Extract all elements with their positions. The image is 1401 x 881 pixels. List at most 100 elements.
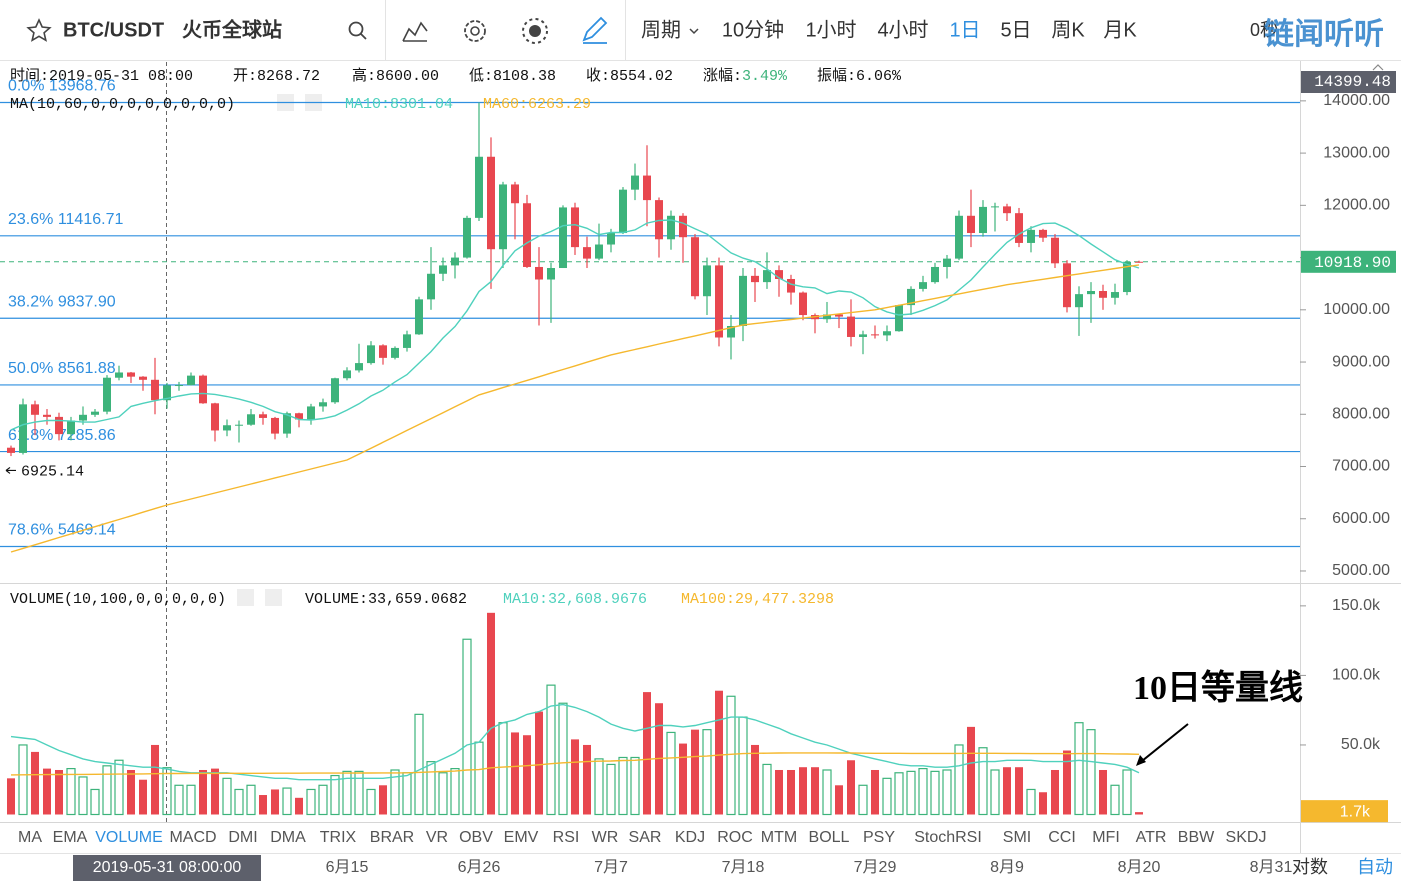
info-value: 3.49% <box>742 68 788 85</box>
indicator-tab[interactable]: VOLUME <box>95 829 163 846</box>
volume-bar <box>1122 769 1132 816</box>
collapse-icon[interactable] <box>1372 64 1384 71</box>
indicator-tab[interactable]: MFI <box>1092 829 1120 846</box>
indicator-tab[interactable]: BRAR <box>370 829 414 846</box>
volume-bar <box>571 739 579 815</box>
volume-bar <box>330 774 340 816</box>
indicator-tab[interactable]: PSY <box>863 829 895 846</box>
volume-bar <box>546 684 556 816</box>
indicator-tab[interactable]: MA <box>18 829 42 846</box>
volume-bar <box>222 777 232 816</box>
indicator-tab[interactable]: RSI <box>553 829 580 846</box>
candle-body <box>1003 206 1011 214</box>
volume-bar <box>366 788 376 816</box>
x-tick-label: 7月18 <box>722 859 765 876</box>
top-marker-box <box>1301 71 1396 93</box>
theme-icon <box>522 18 548 44</box>
interval[interactable]: 4小时 <box>877 18 928 41</box>
indicator-tab[interactable]: EMV <box>504 829 539 846</box>
info-value: 8108.38 <box>493 68 556 85</box>
search-icon[interactable] <box>348 21 364 37</box>
candle-body <box>1099 291 1107 298</box>
indicator-tab[interactable]: DMA <box>270 829 306 846</box>
indicator-tab[interactable]: DMI <box>228 829 257 846</box>
indicator-tab[interactable]: TRIX <box>320 829 357 846</box>
interval[interactable]: 1小时 <box>805 18 856 41</box>
candle-body <box>475 156 483 218</box>
volume-bar <box>1039 792 1047 815</box>
volume-bar <box>523 735 531 815</box>
draw-icon[interactable] <box>582 16 608 44</box>
candle-body <box>583 247 591 259</box>
indicator-tab[interactable]: CCI <box>1048 829 1076 846</box>
volume-bar <box>787 769 795 815</box>
volume-marker-label: 1.7k <box>1340 803 1371 820</box>
candle-body <box>667 215 675 240</box>
info-label: 开: <box>233 68 257 85</box>
indicator-tab[interactable]: SKDJ <box>1226 829 1267 846</box>
interval[interactable]: 月K <box>1103 19 1137 41</box>
indicator-tab[interactable]: WR <box>592 829 619 846</box>
candle-body <box>1027 229 1035 243</box>
volume-bar <box>462 638 472 816</box>
axis-option[interactable]: 自动 <box>1357 857 1393 877</box>
interval[interactable]: 1日 <box>949 19 980 41</box>
indicator-icon[interactable] <box>402 21 428 42</box>
volume-bar <box>715 690 723 815</box>
indicator-tab[interactable]: MACD <box>169 829 216 846</box>
period[interactable]: 周期 <box>641 19 681 41</box>
axis-option[interactable]: 对数 <box>1292 857 1328 877</box>
indicator-tab[interactable]: ROC <box>717 829 753 846</box>
y-tick-label: 10000.00 <box>1323 301 1390 318</box>
indicator-tab[interactable]: BBW <box>1178 829 1215 846</box>
indicator-tab[interactable]: VR <box>426 829 448 846</box>
info-value: 2019-05-31 08:00 <box>49 68 193 85</box>
candle-body <box>19 404 27 453</box>
candle-body <box>211 403 219 431</box>
indicator-tab[interactable]: SMI <box>1003 829 1031 846</box>
indicator-tab[interactable]: SAR <box>629 829 662 846</box>
volume-bar <box>535 711 543 815</box>
volume-bar <box>978 747 988 816</box>
indicator-tab[interactable]: OBV <box>459 829 493 846</box>
indicator-tab[interactable]: StochRSI <box>914 829 982 846</box>
y-tick-label: 7000.00 <box>1332 458 1390 475</box>
candle-body <box>163 385 171 401</box>
indicator-tab[interactable]: ATR <box>1136 829 1167 846</box>
candle-body <box>979 206 987 234</box>
candle-body <box>835 314 843 317</box>
candle-body <box>763 270 771 283</box>
indicator-tab[interactable]: BOLL <box>809 829 850 846</box>
info-item: 时间:2019-05-31 08:00 <box>10 67 193 85</box>
indicator-tab[interactable]: KDJ <box>675 829 705 846</box>
candle-body <box>775 270 783 279</box>
indicator-tab[interactable]: EMA <box>53 829 88 846</box>
volume-bar <box>295 797 303 815</box>
theme-icon[interactable] <box>529 25 541 37</box>
candle-body <box>871 334 879 336</box>
candle-body <box>43 414 51 417</box>
volume-bar <box>342 770 352 816</box>
settings-icon[interactable] <box>464 20 486 42</box>
candle-body <box>199 375 207 404</box>
favorite-icon[interactable] <box>26 18 52 42</box>
info-label: 时间: <box>10 67 49 85</box>
volume-bar <box>1051 769 1059 815</box>
interval[interactable]: 10分钟 <box>722 18 784 41</box>
x-tick-label: 6月15 <box>326 859 369 876</box>
volume-bar <box>151 744 159 815</box>
info-label: 低: <box>469 67 493 85</box>
volume-bar <box>78 776 88 816</box>
volume-bar <box>1015 767 1023 815</box>
candle-body <box>247 414 255 425</box>
candle-body <box>175 385 183 387</box>
volume-bar <box>55 769 63 815</box>
volume-bar <box>1074 722 1084 816</box>
candle-body <box>1039 229 1047 238</box>
interval[interactable]: 周K <box>1051 19 1085 41</box>
indicator-settings[interactable] <box>237 589 254 606</box>
indicator-close[interactable] <box>265 589 282 606</box>
indicator-tab[interactable]: MTM <box>761 829 797 846</box>
interval[interactable]: 5日 <box>1000 19 1031 41</box>
